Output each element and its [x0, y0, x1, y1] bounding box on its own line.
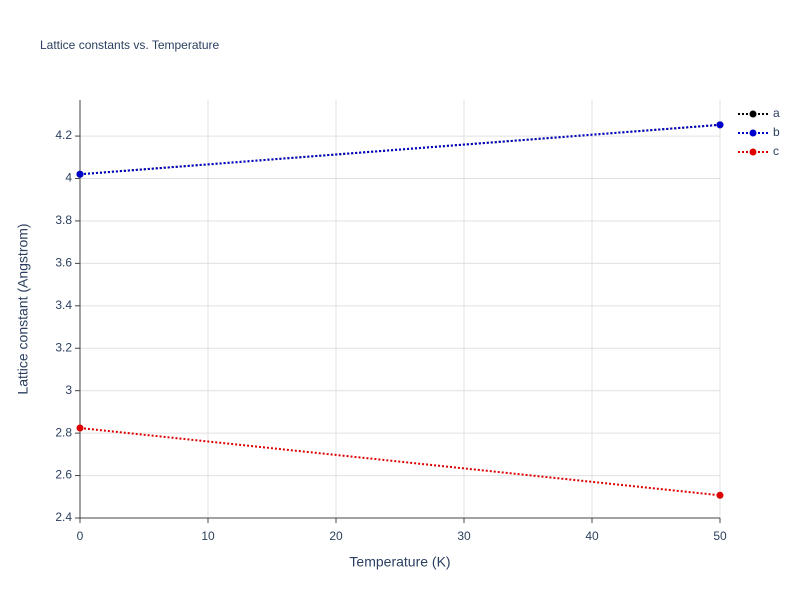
chart-title: Lattice constants vs. Temperature	[40, 38, 220, 52]
series-line	[79, 427, 721, 497]
legend-marker	[749, 148, 757, 156]
y-tick-label: 3.8	[55, 213, 72, 227]
x-tick-label: 40	[585, 529, 599, 543]
y-tick-label: 3.6	[55, 256, 72, 270]
x-tick-label: 10	[201, 529, 215, 543]
legend-item[interactable]: a	[738, 106, 780, 120]
data-point	[76, 424, 84, 432]
x-tick-label: 30	[457, 529, 471, 543]
legend-item[interactable]: c	[738, 144, 779, 158]
legend-label: c	[773, 144, 779, 158]
y-tick-label: 3.4	[55, 298, 72, 312]
legend-label: b	[773, 125, 780, 139]
y-tick-label: 2.8	[55, 425, 72, 439]
y-tick-label: 4.2	[55, 128, 72, 142]
x-axis-title: Temperature (K)	[349, 554, 450, 570]
data-point	[76, 170, 84, 178]
legend-label: a	[773, 106, 780, 120]
y-tick-label: 4	[65, 171, 72, 185]
y-tick-label: 2.4	[55, 510, 72, 524]
x-tick-label: 0	[77, 529, 84, 543]
y-axis-title: Lattice constant (Angstrom)	[15, 223, 31, 394]
series-line	[79, 123, 721, 176]
data-point	[716, 491, 724, 499]
y-tick-label: 3.2	[55, 340, 72, 354]
legend-item[interactable]: b	[738, 125, 780, 139]
x-tick-label: 50	[713, 529, 727, 543]
y-tick-label: 3	[65, 383, 72, 397]
data-point	[716, 121, 724, 129]
legend-marker	[749, 110, 757, 118]
x-tick-label: 20	[329, 529, 343, 543]
legend-marker	[749, 129, 757, 137]
y-tick-label: 2.6	[55, 468, 72, 482]
